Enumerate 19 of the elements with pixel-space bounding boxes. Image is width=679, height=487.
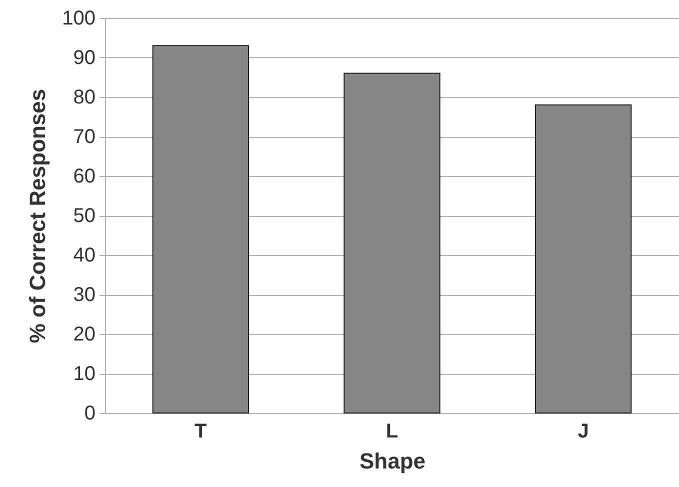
- y-tick-label: 80: [73, 86, 96, 108]
- y-tick-label: 100: [62, 8, 96, 30]
- y-axis-title: % of Correct Responses: [25, 88, 50, 344]
- x-tick-label: J: [578, 420, 589, 442]
- y-tick-label: 0: [84, 402, 96, 424]
- y-tick-label: 30: [73, 284, 96, 306]
- y-tick-label: 70: [73, 126, 96, 148]
- bar: [535, 104, 632, 414]
- y-tick-label: 60: [73, 166, 96, 188]
- y-tick-label: 10: [73, 363, 96, 385]
- x-tick-label: T: [194, 420, 207, 442]
- y-tick-label: 40: [73, 244, 96, 266]
- y-tick-label: 20: [73, 324, 96, 346]
- bar: [152, 45, 249, 414]
- bar: [344, 72, 440, 414]
- x-axis-title: Shape: [359, 448, 426, 474]
- y-tick-label: 90: [73, 47, 96, 69]
- x-tick-label: L: [386, 420, 398, 442]
- y-tick-label: 50: [73, 205, 96, 227]
